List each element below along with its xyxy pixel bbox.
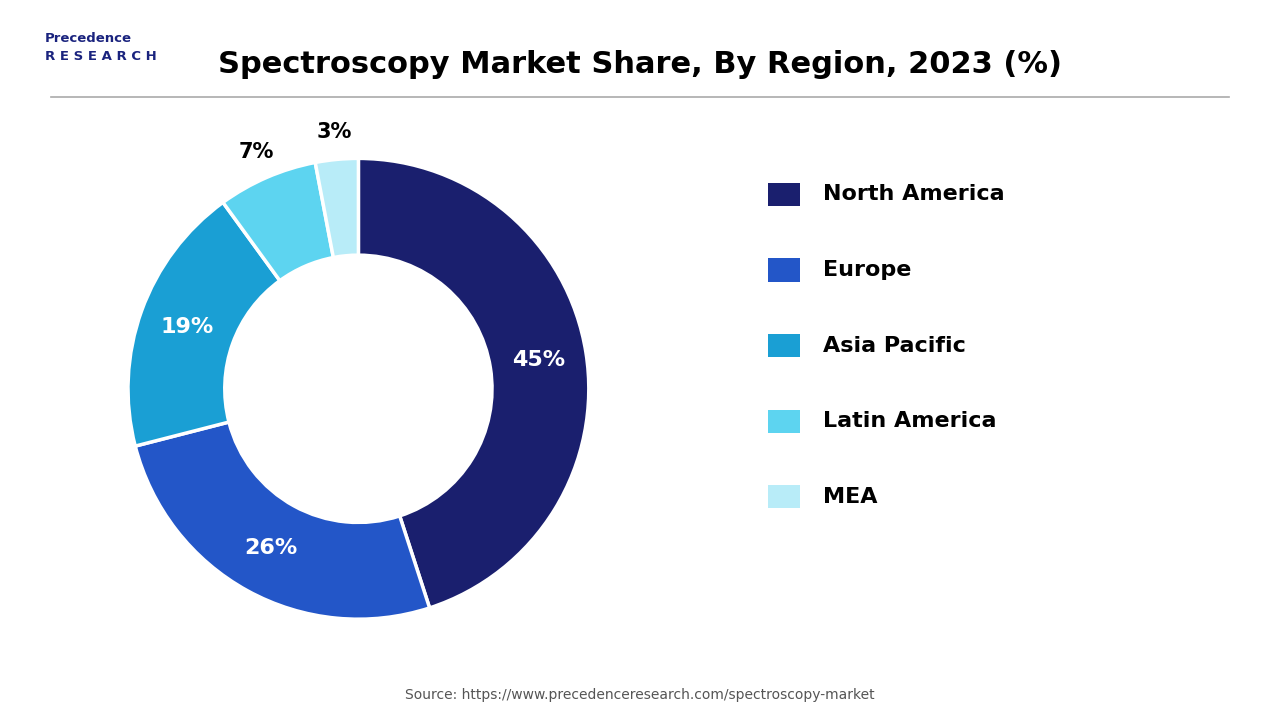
Text: Asia Pacific: Asia Pacific <box>823 336 966 356</box>
Text: Spectroscopy Market Share, By Region, 2023 (%): Spectroscopy Market Share, By Region, 20… <box>218 50 1062 79</box>
Text: 7%: 7% <box>238 142 274 162</box>
Text: Latin America: Latin America <box>823 411 997 431</box>
Wedge shape <box>128 202 280 446</box>
Text: 3%: 3% <box>316 122 352 142</box>
Text: Europe: Europe <box>823 260 911 280</box>
Wedge shape <box>136 422 430 619</box>
Wedge shape <box>315 158 358 258</box>
Text: 45%: 45% <box>512 351 564 370</box>
Text: 26%: 26% <box>244 539 297 558</box>
Text: MEA: MEA <box>823 487 878 507</box>
Text: Source: https://www.precedenceresearch.com/spectroscopy-market: Source: https://www.precedenceresearch.c… <box>406 688 874 702</box>
Text: Precedence
R E S E A R C H: Precedence R E S E A R C H <box>45 32 156 63</box>
Text: 19%: 19% <box>160 317 214 337</box>
Wedge shape <box>358 158 589 608</box>
Text: North America: North America <box>823 184 1005 204</box>
Wedge shape <box>223 163 333 281</box>
